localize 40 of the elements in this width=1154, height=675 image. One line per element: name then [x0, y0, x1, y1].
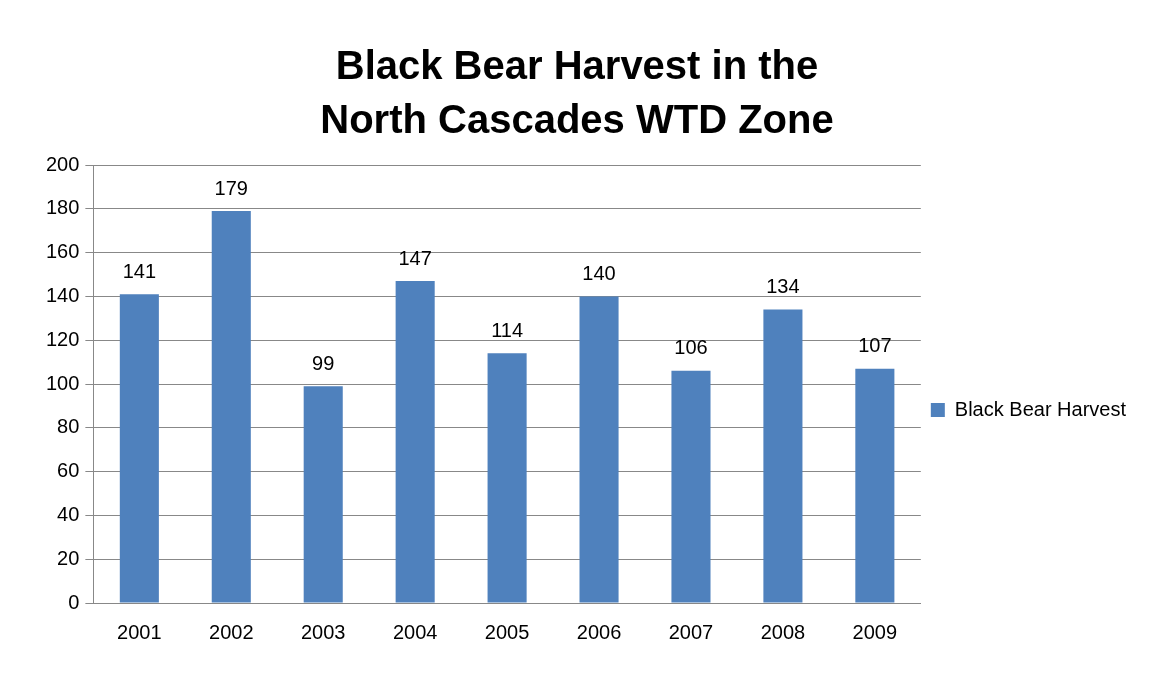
y-tick-label: 200: [45, 152, 80, 175]
y-tick-label: 80: [57, 415, 80, 438]
y-tick-label: 160: [45, 240, 80, 263]
y-tick-label: 0: [68, 590, 80, 613]
x-tick-label: 2008: [760, 620, 806, 643]
bar: [579, 296, 619, 603]
x-tick-label: 2003: [300, 620, 346, 643]
x-tick-label: 2009: [852, 620, 898, 643]
data-label: 107: [858, 334, 892, 357]
x-tick-label: 2007: [668, 620, 714, 643]
y-tick-label: 140: [45, 283, 80, 306]
data-label: 141: [122, 259, 157, 282]
y-tick-label: 60: [57, 459, 80, 482]
data-label: 106: [674, 336, 708, 359]
x-tick-label: 2006: [576, 620, 622, 643]
bar: [671, 370, 711, 603]
data-label: 114: [491, 318, 524, 341]
data-label: 99: [312, 351, 335, 374]
legend-label: Black Bear Harvest: [954, 397, 1127, 420]
x-tick-label: 2002: [209, 620, 254, 643]
data-label: 134: [766, 275, 800, 298]
bar: [487, 353, 527, 603]
x-tick-label: 2001: [117, 620, 162, 643]
y-tick-label: 100: [45, 371, 80, 394]
bar: [855, 368, 895, 603]
bar: [303, 386, 343, 603]
bar: [119, 294, 159, 603]
data-label: 147: [398, 246, 432, 269]
bar: [211, 210, 251, 603]
bar: [763, 309, 803, 603]
data-label: 140: [582, 261, 616, 284]
y-tick-label: 180: [45, 196, 80, 219]
y-tick-label: 20: [57, 546, 80, 569]
y-tick-label: 120: [45, 327, 80, 350]
bar: [395, 281, 435, 603]
data-label: 179: [214, 176, 248, 199]
y-tick-label: 40: [57, 502, 80, 525]
chart-title: Black Bear Harvest in the North Cascades WTD Zone: [319, 42, 835, 143]
x-tick-label: 2004: [392, 620, 438, 643]
x-tick-label: 2005: [484, 620, 530, 643]
